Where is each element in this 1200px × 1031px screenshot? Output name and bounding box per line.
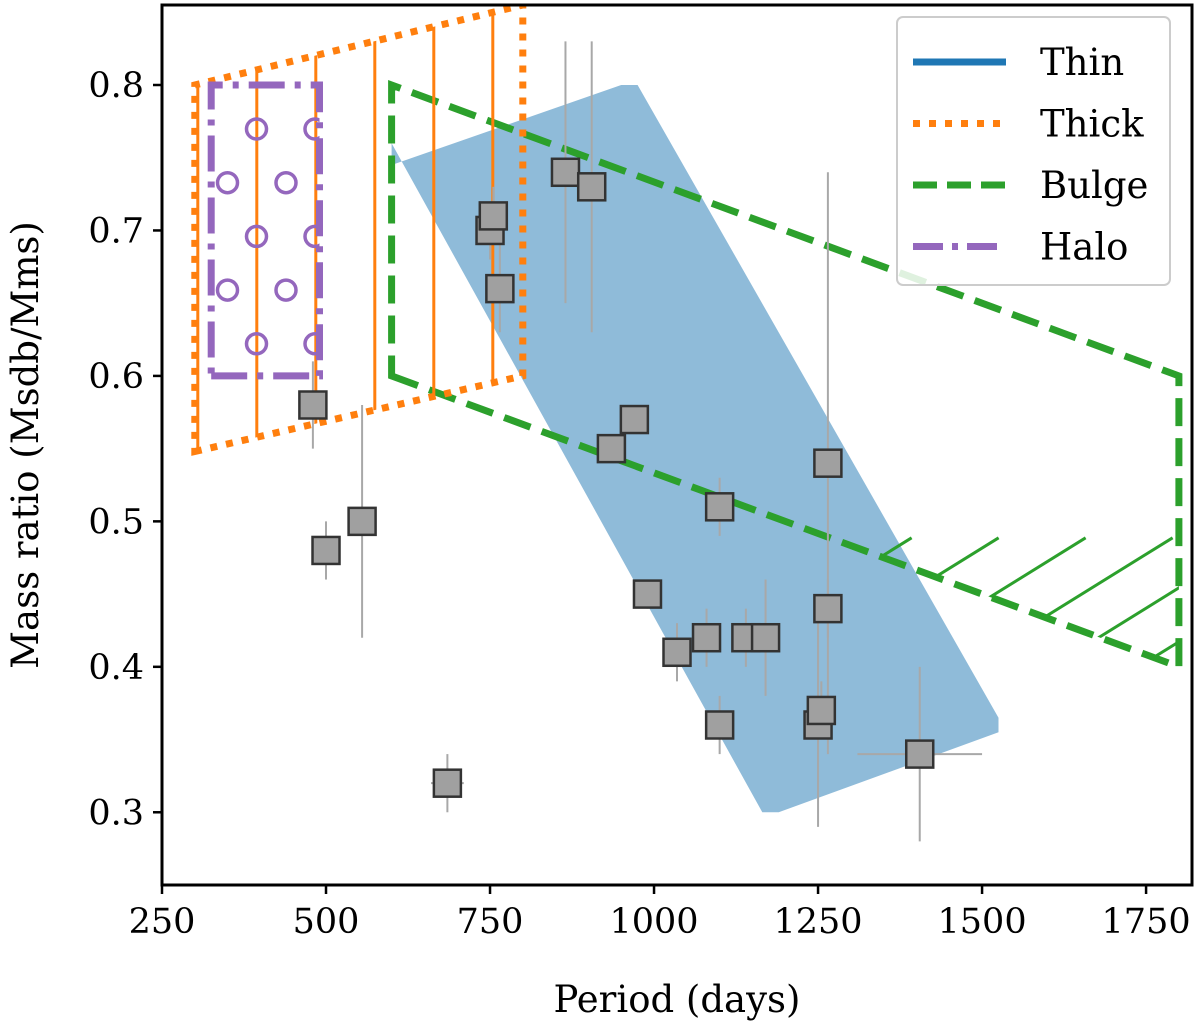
- y-tick-label: 0.3: [88, 793, 144, 833]
- halo-hatch-circle: [244, 117, 269, 141]
- y-tick-label: 0.8: [88, 66, 144, 106]
- y-tick-label: 0.7: [88, 211, 144, 251]
- data-point: [596, 433, 627, 464]
- data-point: [550, 157, 581, 188]
- data-point: [432, 768, 463, 798]
- y-tick-label: 0.6: [88, 357, 144, 397]
- legend-box: [896, 16, 1171, 286]
- bulge-hatch-line: [1133, 536, 1179, 667]
- legend-label-thick: Thick: [1040, 103, 1144, 146]
- halo-hatch-circle: [303, 117, 320, 141]
- halo-hatch-circle: [215, 170, 240, 195]
- halo-hatch-circle: [244, 332, 269, 356]
- data-point: [347, 506, 377, 537]
- legend-label-thin: Thin: [1040, 41, 1124, 84]
- data-point: [311, 535, 341, 566]
- data-point: [704, 492, 735, 522]
- data-point: [485, 273, 515, 304]
- y-tick-label: 0.5: [88, 502, 144, 542]
- x-tick-label: 750: [457, 902, 524, 942]
- region-thick-hatch: [196, 5, 495, 452]
- data-point: [806, 695, 837, 726]
- x-tick-label: 1250: [774, 902, 863, 942]
- data-point: [813, 593, 843, 624]
- y-axis-label: Mass ratio (Msdb/Mms): [4, 221, 47, 669]
- halo-hatch-circle: [274, 278, 298, 302]
- data-point: [904, 739, 935, 769]
- region-bulge: [388, 79, 1183, 672]
- data-point: [704, 710, 735, 740]
- x-tick-label: 1500: [938, 902, 1027, 942]
- x-tick-label: 250: [129, 902, 196, 942]
- legend-label-halo: Halo: [1040, 226, 1128, 269]
- legend-label-bulge: Bulge: [1040, 164, 1148, 207]
- x-axis-label: Period (days): [554, 978, 801, 1021]
- data-point: [750, 622, 781, 653]
- bulge-hatch-line: [611, 536, 1174, 667]
- halo-hatch-circle: [215, 278, 240, 302]
- bulge-hatch-line: [698, 536, 1179, 667]
- bulge-hatch-line: [959, 536, 1179, 667]
- data-point: [619, 404, 650, 435]
- plot-frame: [160, 3, 1194, 887]
- x-tick-label: 1750: [1102, 902, 1191, 942]
- data-point: [478, 201, 509, 231]
- halo-hatch-circle: [303, 224, 320, 249]
- axes-layer: 250 500 750 1000 1250 1500 1750 0.3 0.4 0.5 0.6 0.7…: [88, 3, 1194, 942]
- region-halo: [207, 81, 323, 380]
- legend: Thin Thick Bulge Halo: [896, 16, 1171, 286]
- data-point: [576, 172, 607, 202]
- x-tick-label: 500: [293, 902, 360, 942]
- halo-hatch-circle: [244, 224, 269, 249]
- halo-hatch-circle: [303, 332, 320, 356]
- halo-hatch-circle: [274, 170, 298, 195]
- data-point: [813, 448, 843, 478]
- x-tick-label: 1000: [609, 902, 698, 942]
- bulge-hatch-line: [524, 536, 1087, 667]
- y-tick-label: 0.4: [88, 648, 144, 688]
- region-thick: [191, 5, 527, 456]
- data-point: [691, 622, 722, 653]
- data-point: [632, 579, 663, 609]
- data-point: [662, 637, 692, 668]
- data-point: [298, 390, 328, 420]
- region-halo-hatch: [215, 117, 320, 356]
- region-thin: [391, 85, 999, 813]
- points-layer: [298, 157, 935, 798]
